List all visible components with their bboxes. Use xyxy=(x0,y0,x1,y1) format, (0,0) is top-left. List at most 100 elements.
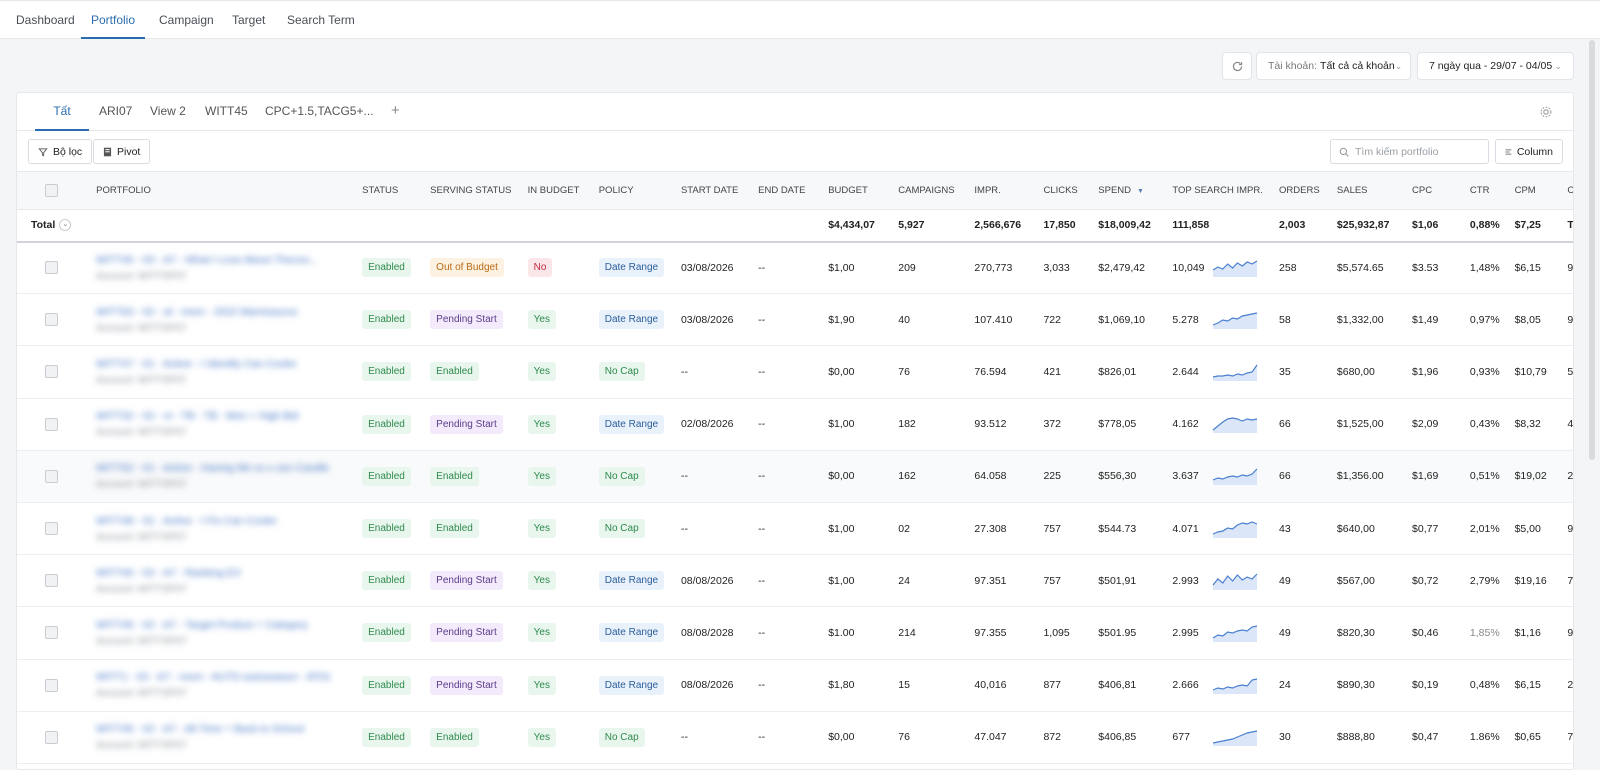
col-orders[interactable]: ORDERS xyxy=(1273,171,1331,210)
row-checkbox[interactable] xyxy=(45,574,58,588)
budget-cell[interactable]: $1,80 xyxy=(822,659,893,712)
date-range-select[interactable]: 7 ngày qua - 29/07 - 04/05 ⌄ xyxy=(1417,52,1574,80)
table-row[interactable]: WITT48 - 01 - Active - I Fix Can Cooler A… xyxy=(17,502,1573,556)
table-row[interactable]: WITT47 - 01 - Active - I Identify Can Co… xyxy=(17,345,1573,399)
col-cpm[interactable]: CPM xyxy=(1508,171,1562,210)
portfolio-name-link[interactable]: WITT32 - 02 - vt - TB - TB - Mon + High … xyxy=(96,410,299,423)
col-policy[interactable]: POLICY xyxy=(592,171,675,210)
portfolio-name-link[interactable]: WITT1 - 02 - A7 - mom - AUTO autoseason … xyxy=(96,671,331,684)
budget-cell[interactable]: $1,00 xyxy=(822,241,893,295)
status-badge[interactable]: Enabled xyxy=(362,362,411,382)
policy-badge[interactable]: Date Range xyxy=(598,623,665,643)
col-status[interactable]: STATUS xyxy=(356,171,425,210)
budget-cell[interactable]: $0,00 xyxy=(822,345,893,399)
col-cpc[interactable]: CPC xyxy=(1406,171,1464,210)
chevron-down-icon[interactable]: ⌄ xyxy=(59,219,72,232)
policy-badge[interactable]: Date Range xyxy=(598,414,665,434)
table-row[interactable]: WITT45 - 02 - A7 - Target Product + Cate… xyxy=(17,606,1573,660)
nav-tab-portfolio[interactable]: Portfolio xyxy=(81,1,145,39)
budget-cell[interactable]: $1,90 xyxy=(822,293,893,347)
status-badge[interactable]: Enabled xyxy=(362,519,411,539)
select-all-checkbox[interactable] xyxy=(45,184,58,197)
col-spend-cell[interactable]: SPEND ▼ xyxy=(1092,171,1167,210)
row-checkbox[interactable] xyxy=(45,261,58,275)
status-badge[interactable]: Enabled xyxy=(362,675,411,695)
nav-tab-campaign[interactable]: Campaign xyxy=(159,13,214,27)
row-checkbox[interactable] xyxy=(45,730,58,744)
filter-button[interactable]: Bộ lọc xyxy=(28,139,93,164)
policy-badge[interactable]: Date Range xyxy=(598,675,665,695)
table-row[interactable]: WITT62 - 01 - Active - Having Me xx x so… xyxy=(17,450,1573,503)
table-row[interactable]: WITT45 - 02 - A7 - All Time + Back to Sc… xyxy=(17,711,1573,764)
gear-icon[interactable] xyxy=(1539,105,1553,119)
search-input[interactable] xyxy=(1355,145,1475,158)
add-view-button[interactable]: + xyxy=(391,102,400,119)
col-sales[interactable]: SALES xyxy=(1330,171,1407,210)
portfolio-name-link[interactable]: WITT48 - 01 - Active - I Fix Can Cooler xyxy=(96,514,277,527)
status-badge[interactable]: Enabled xyxy=(362,258,411,278)
budget-cell[interactable]: $1,00 xyxy=(822,398,893,451)
account-select[interactable]: Tài khoản: Tất cả cả khoản ⌄ xyxy=(1256,52,1411,80)
view-tab-view2[interactable]: View 2 xyxy=(150,104,186,118)
view-tab-all[interactable]: Tất cả xyxy=(35,93,89,154)
view-tab-ari07[interactable]: ARI07 xyxy=(99,104,133,118)
nav-tab-target[interactable]: Target xyxy=(232,13,266,27)
col-campaigns[interactable]: CAMPAIGNS xyxy=(892,171,969,210)
pivot-button[interactable]: Pivot xyxy=(93,139,151,164)
policy-badge[interactable]: Date Range xyxy=(598,258,665,278)
table-row[interactable]: WITT40 - 02 - A7 - Ranking EX Account: WI… xyxy=(17,554,1573,608)
status-badge[interactable]: Enabled xyxy=(362,310,411,330)
col-start-date[interactable]: START DATE xyxy=(674,171,753,210)
col-impr[interactable]: IMPR. xyxy=(968,171,1038,210)
portfolio-name-link[interactable]: WITT47 - 01 - Active - I Identify Can Co… xyxy=(96,357,297,370)
view-tab-witt45[interactable]: WITT45 xyxy=(205,104,248,118)
row-checkbox[interactable] xyxy=(45,365,58,379)
budget-cell[interactable]: $0,00 xyxy=(822,450,893,503)
view-tab-cpc[interactable]: CPC+1.5,TACG5+... xyxy=(265,104,374,118)
row-checkbox[interactable] xyxy=(45,417,58,431)
row-checkbox[interactable] xyxy=(45,522,58,536)
policy-badge[interactable]: No Cap xyxy=(598,362,645,382)
col-ctr[interactable]: CTR xyxy=(1463,171,1509,210)
col-portfolio[interactable]: PORTFOLIO xyxy=(90,171,357,210)
col-serving-status[interactable]: SERVING STATUS xyxy=(424,171,522,210)
refresh-button[interactable] xyxy=(1222,52,1252,80)
budget-cell[interactable]: $1.00 xyxy=(822,606,893,660)
col-top-search-impr[interactable]: TOP SEARCH IMPR. xyxy=(1166,171,1274,210)
portfolio-name-link[interactable]: WITT45 - 03 - A7 - What I Love About The… xyxy=(96,253,318,266)
table-row[interactable]: WITT32 - 02 - vt - TB - TB - Mon + High … xyxy=(17,398,1573,451)
status-badge[interactable]: Enabled xyxy=(362,466,411,486)
col-extra[interactable]: C xyxy=(1561,171,1573,210)
budget-cell[interactable]: $1,00 xyxy=(822,554,893,608)
status-badge[interactable]: Enabled xyxy=(362,571,411,591)
status-badge[interactable]: Enabled xyxy=(362,727,411,747)
row-checkbox[interactable] xyxy=(45,469,58,483)
policy-badge[interactable]: Date Range xyxy=(598,310,665,330)
status-badge[interactable]: Enabled xyxy=(362,414,411,434)
portfolio-name-link[interactable]: WITT62 - 01 - Active - Having Me xx x so… xyxy=(96,462,329,475)
row-checkbox[interactable] xyxy=(45,313,58,327)
table-row[interactable]: WITT1 - 02 - A7 - mom - AUTO autoseason … xyxy=(17,659,1573,712)
page-scrollbar[interactable] xyxy=(1589,40,1595,460)
policy-badge[interactable]: No Cap xyxy=(598,466,645,486)
table-row[interactable]: WITT45 - 03 - A7 - What I Love About The… xyxy=(17,241,1573,295)
column-button[interactable]: Column xyxy=(1495,139,1563,164)
policy-badge[interactable]: Date Range xyxy=(598,571,665,591)
col-end-date[interactable]: END DATE xyxy=(752,171,823,210)
col-budget[interactable]: BUDGET xyxy=(822,171,893,210)
col-clicks[interactable]: CLICKS xyxy=(1037,171,1093,210)
portfolio-name-link[interactable]: WITT63 - 02 - al - mom - 2022 Mamisaurus xyxy=(96,305,298,318)
portfolio-name-link[interactable]: WITT45 - 02 - A7 - All Time + Back to Sc… xyxy=(96,723,305,736)
row-checkbox[interactable] xyxy=(45,678,58,692)
portfolio-name-link[interactable]: WITT40 - 02 - A7 - Ranking EX xyxy=(96,566,241,579)
portfolio-name-link[interactable]: WITT45 - 02 - A7 - Target Product + Cate… xyxy=(96,618,309,631)
status-badge[interactable]: Enabled xyxy=(362,623,411,643)
nav-tab-search-term[interactable]: Search Term xyxy=(287,13,355,27)
col-in-budget[interactable]: IN BUDGET xyxy=(521,171,593,210)
policy-badge[interactable]: No Cap xyxy=(598,519,645,539)
budget-cell[interactable]: $0,00 xyxy=(822,711,893,764)
nav-tab-dashboard[interactable]: Dashboard xyxy=(16,13,75,27)
table-row[interactable]: WITT63 - 02 - al - mom - 2022 Mamisaurus… xyxy=(17,293,1573,347)
policy-badge[interactable]: No Cap xyxy=(598,727,645,747)
budget-cell[interactable]: $1,00 xyxy=(822,502,893,556)
